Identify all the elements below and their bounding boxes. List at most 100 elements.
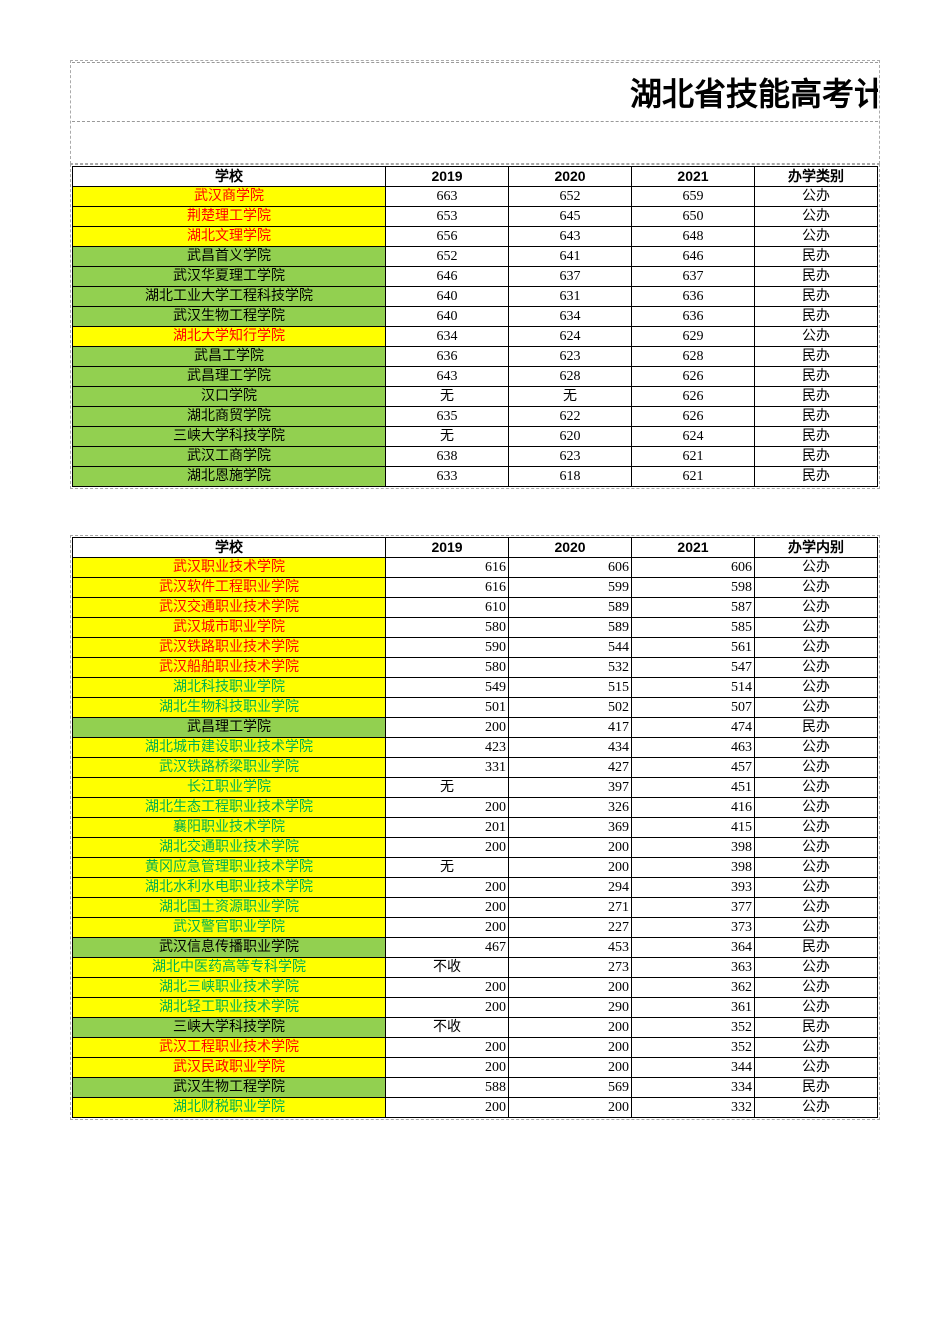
- col-2019: 2019: [386, 538, 509, 558]
- score-cell: 628: [632, 347, 755, 367]
- score-cell: 200: [509, 1018, 632, 1038]
- score-cell: 626: [632, 407, 755, 427]
- score-cell: 635: [386, 407, 509, 427]
- score-cell: 585: [632, 618, 755, 638]
- score-cell: 561: [632, 638, 755, 658]
- score-cell: 不收: [386, 958, 509, 978]
- table-row: 武汉生物工程学院640634636民办: [73, 307, 878, 327]
- table-row: 三峡大学科技学院无620624民办: [73, 427, 878, 447]
- score-cell: 417: [509, 718, 632, 738]
- table-row: 武昌理工学院200417474民办: [73, 718, 878, 738]
- type-cell: 公办: [755, 558, 878, 578]
- score-cell: 373: [632, 918, 755, 938]
- table-1-body: 武汉商学院663652659公办荆楚理工学院653645650公办湖北文理学院6…: [73, 187, 878, 487]
- score-cell: 648: [632, 227, 755, 247]
- score-cell: 606: [632, 558, 755, 578]
- school-cell: 武昌工学院: [73, 347, 386, 367]
- score-cell: 650: [632, 207, 755, 227]
- table2-frame: 学校 2019 2020 2021 办学内别 武汉职业技术学院616606606…: [70, 535, 880, 1120]
- school-cell: 黄冈应急管理职业技术学院: [73, 858, 386, 878]
- score-cell: 637: [632, 267, 755, 287]
- table-row: 湖北商贸学院635622626民办: [73, 407, 878, 427]
- type-cell: 公办: [755, 658, 878, 678]
- score-cell: 352: [632, 1018, 755, 1038]
- type-cell: 公办: [755, 1058, 878, 1078]
- table-row: 湖北城市建设职业技术学院423434463公办: [73, 738, 878, 758]
- type-cell: 民办: [755, 427, 878, 447]
- score-cell: 434: [509, 738, 632, 758]
- table-row: 武汉职业技术学院616606606公办: [73, 558, 878, 578]
- type-cell: 民办: [755, 387, 878, 407]
- score-cell: 618: [509, 467, 632, 487]
- score-cell: 624: [509, 327, 632, 347]
- score-cell: 628: [509, 367, 632, 387]
- score-cell: 273: [509, 958, 632, 978]
- type-cell: 公办: [755, 918, 878, 938]
- type-cell: 公办: [755, 1038, 878, 1058]
- page: 湖北省技能高考计算 学校 2019 2020 2021 办学类别 武汉商学院66…: [0, 0, 950, 1160]
- score-cell: 200: [509, 1098, 632, 1118]
- school-cell: 武汉交通职业技术学院: [73, 598, 386, 618]
- score-cell: 451: [632, 778, 755, 798]
- table-row: 湖北恩施学院633618621民办: [73, 467, 878, 487]
- school-cell: 武汉生物工程学院: [73, 1078, 386, 1098]
- school-cell: 湖北交通职业技术学院: [73, 838, 386, 858]
- score-cell: 331: [386, 758, 509, 778]
- school-cell: 三峡大学科技学院: [73, 427, 386, 447]
- school-cell: 湖北科技职业学院: [73, 678, 386, 698]
- school-cell: 武昌首义学院: [73, 247, 386, 267]
- score-cell: 652: [386, 247, 509, 267]
- col-2020: 2020: [509, 167, 632, 187]
- score-cell: 200: [386, 798, 509, 818]
- score-cell: 无: [386, 858, 509, 878]
- table-row: 湖北交通职业技术学院200200398公办: [73, 838, 878, 858]
- table-row: 湖北国土资源职业学院200271377公办: [73, 898, 878, 918]
- type-cell: 公办: [755, 778, 878, 798]
- score-cell: 569: [509, 1078, 632, 1098]
- table-row: 武汉铁路桥梁职业学院331427457公办: [73, 758, 878, 778]
- score-cell: 616: [386, 558, 509, 578]
- table-row: 武汉商学院663652659公办: [73, 187, 878, 207]
- school-cell: 湖北工业大学工程科技学院: [73, 287, 386, 307]
- score-cell: 629: [632, 327, 755, 347]
- score-cell: 636: [386, 347, 509, 367]
- score-cell: 622: [509, 407, 632, 427]
- score-cell: 398: [632, 858, 755, 878]
- score-cell: 532: [509, 658, 632, 678]
- type-cell: 民办: [755, 447, 878, 467]
- score-cell: 474: [632, 718, 755, 738]
- school-cell: 荆楚理工学院: [73, 207, 386, 227]
- score-cell: 589: [509, 618, 632, 638]
- score-cell: 589: [509, 598, 632, 618]
- type-cell: 民办: [755, 347, 878, 367]
- type-cell: 公办: [755, 598, 878, 618]
- score-cell: 598: [632, 578, 755, 598]
- score-cell: 634: [509, 307, 632, 327]
- table-row: 湖北生物科技职业学院501502507公办: [73, 698, 878, 718]
- col-type: 办学内别: [755, 538, 878, 558]
- school-cell: 武汉华夏理工学院: [73, 267, 386, 287]
- type-cell: 公办: [755, 798, 878, 818]
- school-cell: 武汉工程职业技术学院: [73, 1038, 386, 1058]
- score-cell: 623: [509, 347, 632, 367]
- type-cell: 公办: [755, 187, 878, 207]
- score-cell: 463: [632, 738, 755, 758]
- score-cell: 646: [632, 247, 755, 267]
- table-row: 武昌工学院636623628民办: [73, 347, 878, 367]
- school-cell: 汉口学院: [73, 387, 386, 407]
- table-row: 湖北大学知行学院634624629公办: [73, 327, 878, 347]
- table-row: 三峡大学科技学院不收200352民办: [73, 1018, 878, 1038]
- score-cell: 271: [509, 898, 632, 918]
- score-cell: 416: [632, 798, 755, 818]
- score-cell: 507: [632, 698, 755, 718]
- col-2020: 2020: [509, 538, 632, 558]
- score-cell: 640: [386, 307, 509, 327]
- type-cell: 公办: [755, 578, 878, 598]
- score-cell: 620: [509, 427, 632, 447]
- type-cell: 公办: [755, 898, 878, 918]
- type-cell: 公办: [755, 858, 878, 878]
- score-cell: 200: [386, 998, 509, 1018]
- type-cell: 公办: [755, 958, 878, 978]
- score-cell: 656: [386, 227, 509, 247]
- score-cell: 363: [632, 958, 755, 978]
